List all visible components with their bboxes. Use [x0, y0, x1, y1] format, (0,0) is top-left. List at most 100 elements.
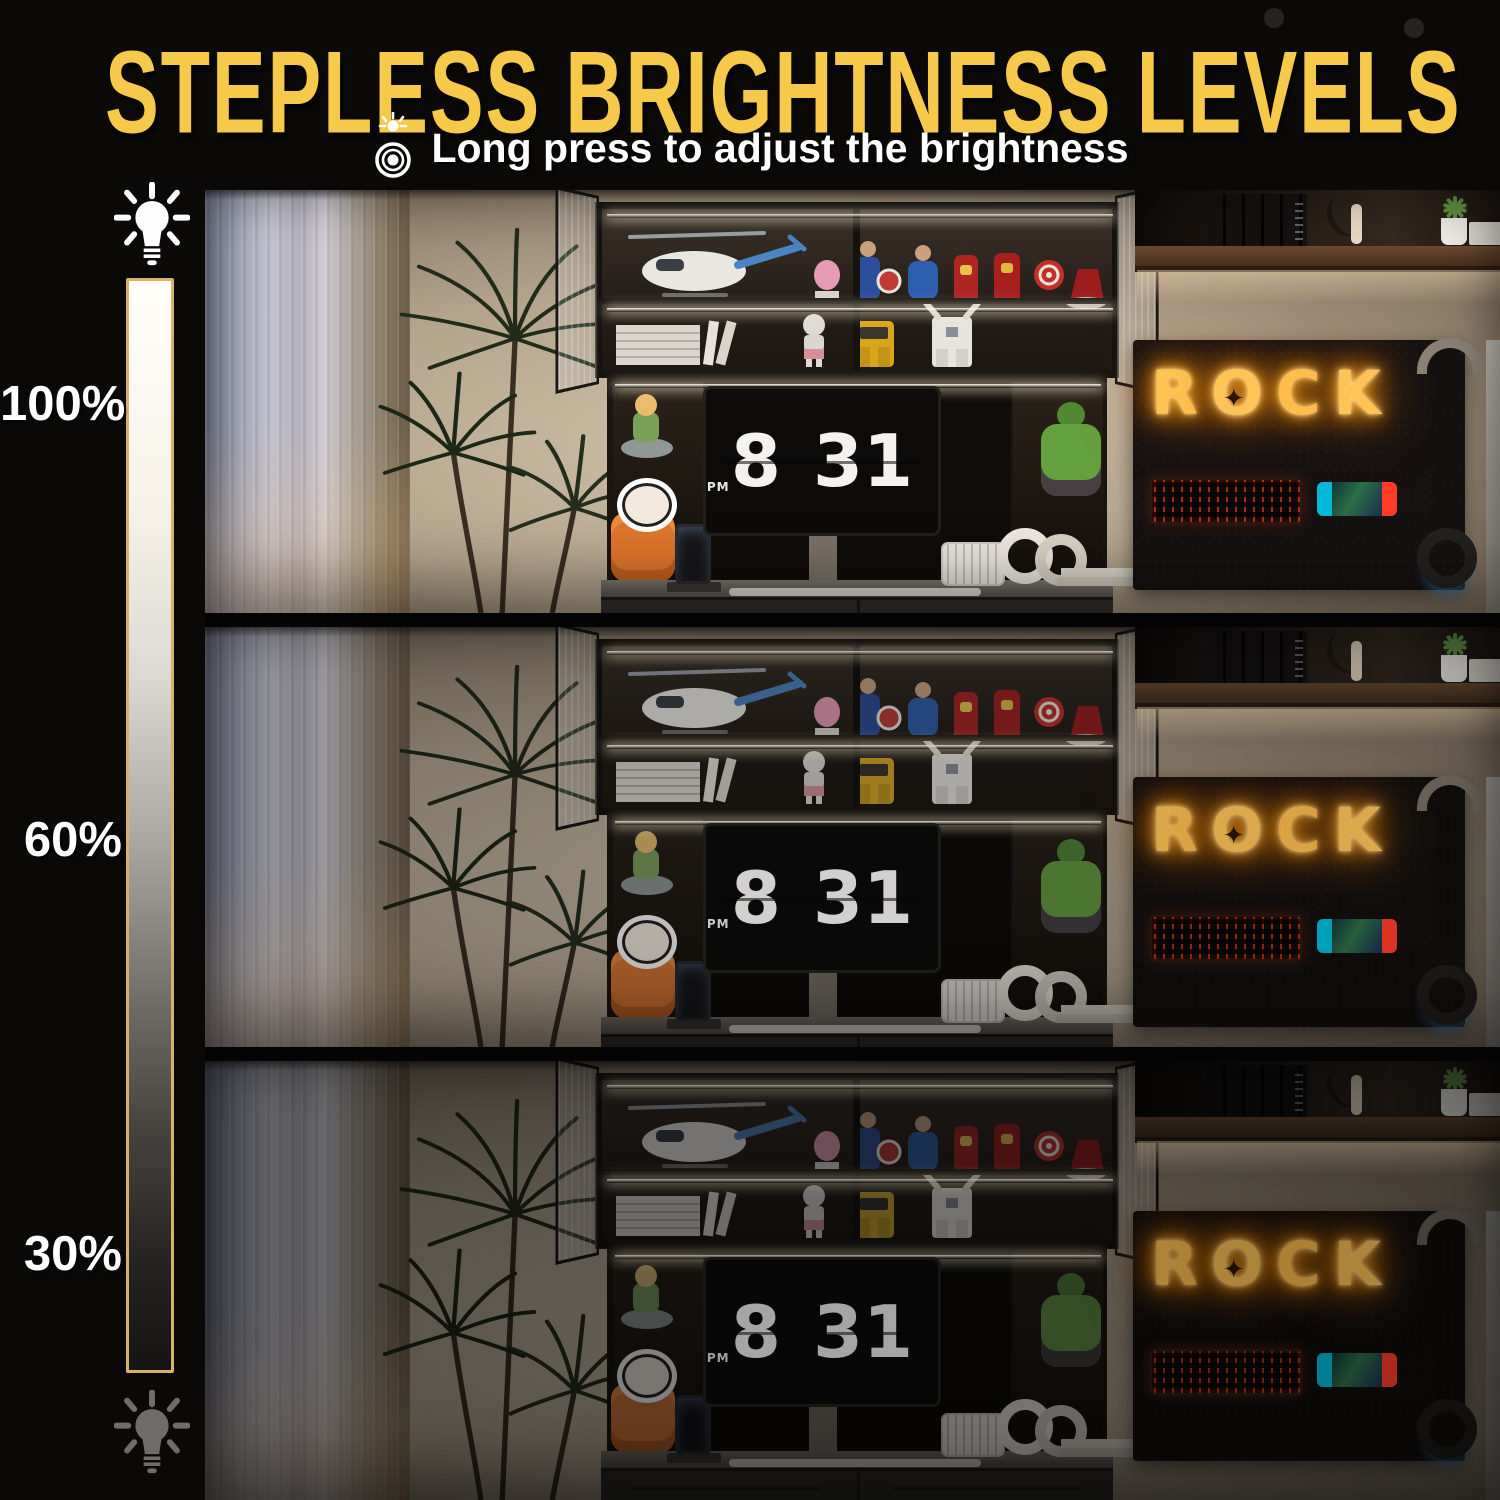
- right-curtain-sliver: [1486, 340, 1500, 613]
- bulb-off-icon: [114, 1390, 190, 1474]
- shelf-under-glow: [1137, 1141, 1500, 1175]
- desk-book: [1061, 1439, 1135, 1448]
- led-letter: R: [1151, 357, 1198, 429]
- right-curtain-sliver: [1486, 777, 1500, 1047]
- led-letter: C: [1275, 1228, 1321, 1300]
- shelf-plant: [1439, 196, 1469, 220]
- flip-clock: PM 8 31: [707, 862, 920, 934]
- white-keyboard: [729, 1025, 981, 1033]
- cabinet-led-strip: [607, 745, 1113, 749]
- led-letter: K: [1333, 794, 1381, 866]
- emissive-layer: PM 8 31 R O ✦ C K: [205, 190, 1500, 613]
- panel-divider: [205, 613, 1500, 627]
- desk-book: [1061, 1005, 1135, 1014]
- astronaut-figure-helmet: [617, 1349, 677, 1403]
- monitor-screen: PM 8 31: [703, 386, 941, 536]
- upper-wall-dark: [1135, 1061, 1500, 1117]
- switch-screen: [1332, 1353, 1382, 1387]
- joycon-left: [1317, 1353, 1332, 1387]
- kid-figure: [633, 1283, 659, 1313]
- ceiling-shadow: [205, 190, 1500, 200]
- clock-meridiem: PM: [706, 917, 730, 931]
- bulb-on-icon: [114, 182, 190, 266]
- brightness-panel-60: PM 8 31 R O ✦ C K: [205, 627, 1500, 1047]
- joycon-left: [1317, 919, 1332, 953]
- window-curtain: [205, 1061, 410, 1500]
- switch-screen: [1332, 482, 1382, 516]
- flip-clock: PM 8 31: [707, 1296, 920, 1368]
- shelf-under-glow: [1137, 707, 1500, 741]
- phone-dock: [667, 582, 721, 592]
- shelf-plant: [1439, 633, 1469, 657]
- cabinet-led-strip: [607, 308, 1113, 312]
- led-letter: O ✦: [1210, 1228, 1263, 1300]
- anime-figurine: [1351, 641, 1362, 681]
- anime-figurine: [1351, 1075, 1362, 1115]
- cabinet-led-strip: [607, 1179, 1113, 1183]
- monitor-stand: [809, 973, 837, 1019]
- clock-meridiem: PM: [706, 1351, 730, 1365]
- level-label-60: 60%: [23, 813, 122, 867]
- monitor-screen: PM 8 31: [703, 1257, 941, 1407]
- kid-figure: [633, 849, 659, 879]
- flip-clock: PM 8 31: [707, 425, 920, 497]
- upper-wall-dark: [1135, 627, 1500, 683]
- joycon-right: [1382, 919, 1397, 953]
- wooden-shelf: [1135, 246, 1500, 272]
- hanging-headphones-band: [1417, 1209, 1483, 1245]
- moon-rock-figure: [621, 875, 673, 895]
- black-books-row: [1207, 194, 1307, 246]
- star-icon: ✦: [1222, 820, 1245, 851]
- cabinet-led-strip: [607, 214, 1113, 218]
- desk-book: [1057, 1448, 1135, 1457]
- kid-figure: [633, 412, 659, 442]
- cabinet-led-strip: [607, 651, 1113, 655]
- hulk-figure: [1041, 1295, 1101, 1367]
- brightness-panel-30: PM 8 31 R O ✦ C K: [205, 1061, 1500, 1500]
- long-press-icon: [375, 112, 412, 178]
- cabinet-led-strip: [607, 1085, 1113, 1089]
- desk-drawers: [601, 1468, 1113, 1500]
- ceiling-spot-dot: [1264, 8, 1284, 28]
- desk-drawers: [601, 1034, 1113, 1047]
- emissive-layer: PM 8 31 R O ✦ C K: [205, 627, 1500, 1047]
- window-curtain: [205, 190, 410, 613]
- hulk-figure: [1041, 861, 1101, 933]
- brightness-panel-100: PM 8 31 R O ✦ C K: [205, 190, 1500, 613]
- astronaut-figure-helmet: [617, 478, 677, 532]
- led-letter: C: [1275, 794, 1321, 866]
- brightness-scale: 100% 60% 30%: [0, 0, 205, 1500]
- cabinet-center-divider: [853, 646, 860, 808]
- room-scene: PM 8 31 R O ✦ C K: [205, 627, 1500, 1047]
- cabinet-center-divider: [853, 209, 860, 371]
- led-letter: R: [1151, 1228, 1198, 1300]
- led-letter: O ✦: [1210, 357, 1263, 429]
- led-letter: K: [1333, 1228, 1381, 1300]
- backlit-gaming-keyboard: [1150, 478, 1302, 524]
- led-letter: K: [1333, 357, 1381, 429]
- emissive-layer: PM 8 31 R O ✦ C K: [205, 1061, 1500, 1500]
- shelf-plant: [1439, 1067, 1469, 1091]
- phone-dock: [667, 1019, 721, 1029]
- kid-figure-head: [635, 831, 657, 853]
- subtitle-text: Long press to adjust the brightness: [431, 124, 1129, 171]
- led-letter: R: [1151, 794, 1198, 866]
- wooden-shelf: [1135, 683, 1500, 709]
- hulk-figure: [1041, 424, 1101, 496]
- white-keyboard: [729, 1459, 981, 1467]
- black-books-row: [1207, 631, 1307, 683]
- pegboard-panel: [1133, 340, 1465, 590]
- white-keyboard: [729, 588, 981, 596]
- cabinet-figures-illustration: [616, 231, 1106, 367]
- shelf-under-glow: [1137, 270, 1500, 304]
- desk-book: [1061, 568, 1135, 577]
- nintendo-switch: [1317, 482, 1397, 516]
- shelf-plant-pot: [1441, 1089, 1467, 1116]
- nintendo-switch: [1317, 1353, 1397, 1387]
- page-title: STEPLESS BRIGHTNESS LEVELS: [105, 27, 1462, 158]
- projector-speaker: [941, 542, 1005, 586]
- right-curtain-sliver: [1486, 1211, 1500, 1500]
- switch-screen: [1332, 919, 1382, 953]
- cabinet-center-divider: [853, 1080, 860, 1242]
- room-scene: PM 8 31 R O ✦ C K: [205, 190, 1500, 613]
